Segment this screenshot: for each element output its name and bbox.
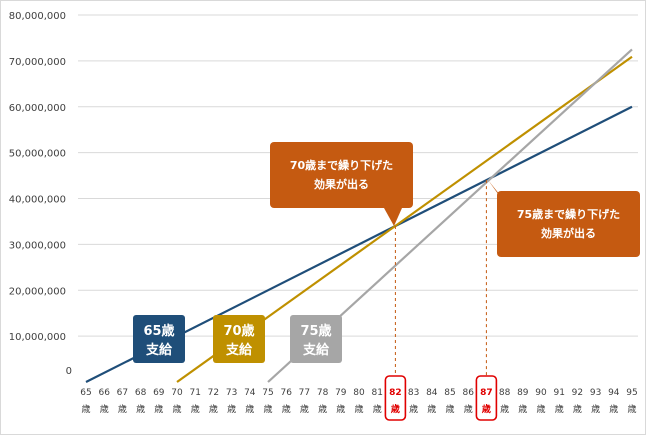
x-tick-suffix: 歳 — [81, 403, 90, 415]
x-tick-label: 74 — [244, 388, 256, 398]
x-tick-suffix: 歳 — [227, 403, 236, 415]
y-tick-label: 30,000,000 — [9, 240, 66, 251]
x-tick-suffix: 歳 — [390, 403, 400, 415]
callout-line1: 70歳まで繰り下げた — [290, 158, 393, 172]
highlight-age-box — [475, 375, 498, 421]
x-tick-label: 90 — [535, 388, 547, 398]
x-tick-label: 75 — [262, 388, 273, 398]
x-tick-suffix: 歳 — [464, 403, 473, 415]
series-label-line2: 支給 — [302, 342, 330, 358]
y-tick-label: 70,000,000 — [9, 57, 66, 68]
x-tick-label: 73 — [226, 388, 237, 398]
x-tick-suffix: 歳 — [172, 403, 181, 415]
x-tick-label: 95 — [626, 388, 637, 398]
x-tick-label: 78 — [317, 388, 329, 398]
x-tick-suffix: 歳 — [500, 403, 509, 415]
x-tick-label: 70 — [171, 388, 183, 398]
x-tick-label: 69 — [153, 388, 165, 398]
y-tick-label: 20,000,000 — [9, 286, 66, 297]
x-tick-label: 82 — [389, 388, 402, 398]
x-tick-suffix: 歳 — [627, 403, 636, 415]
x-tick-label: 89 — [517, 388, 529, 398]
x-tick-suffix: 歳 — [336, 403, 345, 415]
x-tick-suffix: 歳 — [318, 403, 327, 415]
series-label-line2: 支給 — [225, 342, 253, 358]
callout-box — [270, 142, 413, 208]
x-tick-suffix: 歳 — [518, 403, 527, 415]
x-tick-suffix: 歳 — [409, 403, 418, 415]
x-tick-suffix: 歳 — [445, 403, 454, 415]
callout-box — [497, 191, 640, 257]
x-tick-label: 80 — [353, 388, 365, 398]
x-tick-label: 83 — [408, 388, 419, 398]
x-tick-label: 93 — [590, 388, 601, 398]
callout-line2: 効果が出る — [541, 226, 596, 240]
series-label-line1: 75歳 — [300, 323, 331, 339]
x-tick-suffix: 歳 — [245, 403, 254, 415]
x-tick-label: 79 — [335, 388, 347, 398]
series-label-line2: 支給 — [145, 342, 173, 358]
series-label-box — [290, 315, 342, 363]
x-tick-suffix: 歳 — [555, 403, 564, 415]
callout-line1: 75歳まで繰り下げた — [517, 207, 620, 221]
x-tick-suffix: 歳 — [609, 403, 618, 415]
x-tick-label: 84 — [426, 388, 438, 398]
series-label-line1: 70歳 — [223, 323, 254, 339]
x-tick-label: 67 — [117, 388, 128, 398]
series-label-line1: 65歳 — [143, 323, 174, 339]
x-tick-label: 68 — [135, 388, 147, 398]
x-tick-label: 66 — [98, 388, 110, 398]
x-tick-label: 85 — [444, 388, 455, 398]
x-tick-suffix: 歳 — [209, 403, 218, 415]
x-tick-suffix: 歳 — [263, 403, 272, 415]
y-tick-label: 60,000,000 — [9, 103, 66, 114]
x-tick-label: 71 — [189, 388, 200, 398]
y-tick-label: 80,000,000 — [9, 11, 66, 22]
x-tick-label: 86 — [462, 388, 474, 398]
x-tick-label: 91 — [553, 388, 564, 398]
x-tick-suffix: 歳 — [354, 403, 363, 415]
x-tick-label: 76 — [280, 388, 292, 398]
x-tick-suffix: 歳 — [373, 403, 382, 415]
callout-line2: 効果が出る — [314, 177, 369, 191]
x-tick-suffix: 歳 — [573, 403, 582, 415]
y-tick-label: 50,000,000 — [9, 149, 66, 160]
x-tick-suffix: 歳 — [100, 403, 109, 415]
series-label-box — [213, 315, 265, 363]
x-tick-label: 88 — [499, 388, 511, 398]
x-tick-suffix: 歳 — [282, 403, 291, 415]
x-tick-suffix: 歳 — [136, 403, 145, 415]
series-label-box — [133, 315, 185, 363]
x-tick-suffix: 歳 — [536, 403, 545, 415]
x-tick-label: 87 — [480, 388, 493, 398]
x-tick-label: 94 — [608, 388, 620, 398]
y-tick-label: 0 — [66, 366, 72, 377]
x-tick-suffix: 歳 — [427, 403, 436, 415]
x-tick-suffix: 歳 — [481, 403, 491, 415]
x-tick-label: 92 — [572, 388, 583, 398]
x-tick-suffix: 歳 — [591, 403, 600, 415]
x-tick-suffix: 歳 — [300, 403, 309, 415]
x-tick-label: 77 — [299, 388, 310, 398]
x-tick-suffix: 歳 — [118, 403, 127, 415]
x-tick-suffix: 歳 — [191, 403, 200, 415]
y-tick-label: 10,000,000 — [9, 332, 66, 343]
highlight-age-box — [384, 375, 407, 421]
y-tick-label: 40,000,000 — [9, 195, 66, 206]
x-tick-label: 65 — [80, 388, 91, 398]
x-tick-label: 72 — [208, 388, 219, 398]
x-tick-suffix: 歳 — [154, 403, 163, 415]
callout-pointer — [384, 208, 402, 226]
x-tick-label: 81 — [371, 388, 382, 398]
